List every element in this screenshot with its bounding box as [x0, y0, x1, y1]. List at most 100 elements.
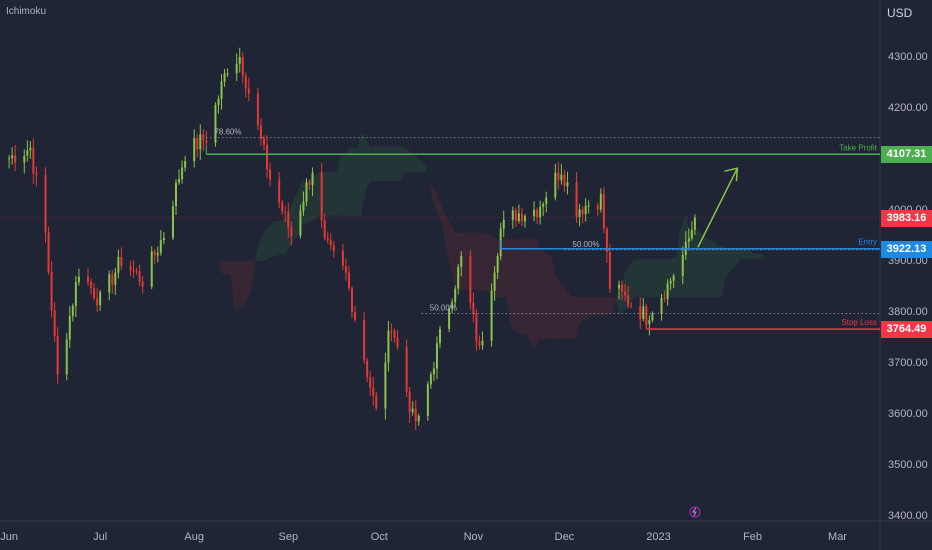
candle-body [536, 209, 539, 218]
current-price-tag: 3983.16 [881, 209, 932, 227]
ichimoku-cloud-segment [612, 297, 616, 313]
ichimoku-cloud-segment [388, 146, 392, 182]
ichimoku-cloud-segment [688, 230, 698, 298]
ichimoku-cloud-segment [485, 232, 489, 293]
candle-body [284, 211, 287, 213]
candle-body [608, 251, 611, 289]
ichimoku-cloud-segment [443, 208, 447, 252]
candle-body [99, 292, 102, 306]
ichimoku-cloud-segment [515, 239, 519, 334]
candle-body [624, 291, 627, 296]
currency-label[interactable]: USD [887, 6, 913, 20]
ichimoku-cloud-segment [364, 134, 368, 199]
candle-body [681, 254, 684, 276]
candle-body [666, 283, 669, 299]
ichimoku-cloud-segment [676, 231, 680, 298]
indicator-label[interactable]: Ichimoku [6, 6, 47, 17]
y-tick-label: 3600.00 [888, 408, 928, 420]
candle-body [690, 229, 693, 239]
candle-body [599, 193, 602, 210]
candle-body [235, 63, 238, 74]
ichimoku-cloud-segment [743, 248, 747, 260]
candle-body [533, 209, 536, 217]
ichimoku-cloud-segment [570, 295, 574, 339]
ichimoku-cloud-segment [358, 134, 362, 216]
candle-body [496, 256, 499, 273]
candle-body [114, 272, 117, 285]
candle-body [138, 271, 141, 282]
candle-body [363, 320, 366, 361]
y-tick-label: 3900.00 [888, 255, 928, 267]
candle-body [23, 155, 26, 163]
candle-body [648, 320, 651, 325]
ichimoku-cloud-segment [273, 221, 277, 257]
x-tick-label: Nov [464, 531, 484, 543]
candle-body [369, 377, 372, 388]
ichimoku-cloud-segment [473, 232, 477, 291]
candle-body [65, 339, 68, 375]
candle-body [639, 306, 642, 320]
candle-body [627, 295, 630, 306]
ichimoku-cloud-segment [324, 171, 328, 216]
candle-body [8, 158, 11, 160]
ichimoku-cloud-segment [528, 239, 532, 344]
x-tick-label: Feb [743, 531, 762, 543]
candle-body [630, 305, 633, 307]
ichimoku-cloud-segment [449, 222, 453, 271]
candle-body [566, 182, 569, 187]
x-tick-label: Mar [828, 531, 847, 543]
candle-body [457, 266, 460, 289]
candle-body [44, 175, 47, 233]
candle-body [693, 217, 696, 230]
candle-body [687, 238, 690, 242]
ichimoku-cloud-segment [109, 155, 113, 161]
candle-body [587, 205, 590, 207]
ichimoku-cloud-segment [379, 146, 383, 182]
ichimoku-cloud-segment [254, 247, 258, 262]
candle-body [520, 213, 523, 222]
ichimoku-cloud-segment [260, 233, 264, 261]
ichimoku-cloud-segment [230, 260, 234, 304]
candle-body [74, 282, 77, 306]
ichimoku-cloud-segment [488, 234, 492, 293]
ichimoku-cloud-segment [382, 146, 386, 182]
y-tick-label: 3800.00 [888, 306, 928, 318]
candle-body [193, 138, 196, 162]
candle-body [77, 276, 80, 283]
candle-body [241, 56, 244, 76]
candle-body [651, 313, 654, 321]
ichimoku-cloud-segment [233, 260, 237, 313]
ichimoku-cloud-segment [294, 192, 298, 240]
projection-arrow-line[interactable] [697, 167, 739, 248]
ichimoku-cloud-segment [370, 146, 380, 182]
candle-body [605, 228, 608, 252]
x-tick-label: Jun [0, 531, 18, 543]
candle-body [269, 169, 272, 180]
ichimoku-cloud-segment [661, 259, 665, 298]
candle-body [411, 408, 414, 413]
ichimoku-cloud-segment [424, 164, 428, 173]
candle-body [111, 274, 114, 285]
candle-body [596, 205, 599, 210]
ichimoku-cloud-segment [88, 156, 92, 159]
ichimoku-cloud-segment [91, 156, 95, 159]
ichimoku-cloud-segment [127, 209, 131, 229]
ichimoku-cloud-segment [646, 259, 656, 298]
candle-body [575, 182, 578, 218]
ichimoku-cloud-segment [115, 161, 125, 191]
ichimoku-cloud-segment [409, 151, 413, 172]
ichimoku-cloud-segment [518, 239, 528, 337]
candle-body [141, 281, 144, 287]
ichimoku-cloud-segment [348, 147, 359, 216]
x-tick-label: 2023 [646, 531, 670, 543]
ichimoku-cloud-segment [112, 160, 116, 162]
fib-level-label: 78.60% [214, 128, 241, 137]
candle-body [429, 374, 432, 385]
ichimoku-cloud-segment [555, 273, 559, 339]
ichimoku-cloud-segment [582, 297, 592, 321]
candle-body [259, 125, 262, 139]
ichimoku-cloud-segment [655, 259, 659, 298]
candle-body [618, 284, 621, 289]
